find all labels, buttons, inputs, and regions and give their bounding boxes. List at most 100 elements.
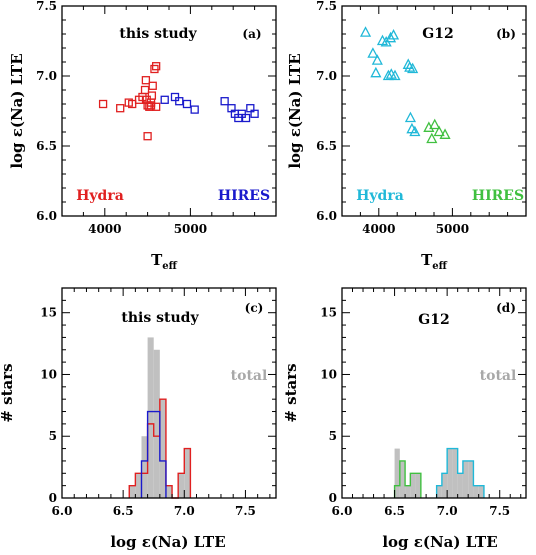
data-point [433, 125, 445, 137]
data-point [143, 132, 152, 141]
hist-bar-total [405, 485, 411, 498]
data-point [382, 69, 394, 81]
data-point [250, 109, 259, 118]
panel-b-xlabel: Teff [421, 251, 448, 272]
panel-b-xlabel-sub: eff [432, 261, 447, 272]
data-point [147, 91, 157, 100]
panel-d-tag: (d) [496, 301, 516, 315]
data-point [371, 54, 383, 65]
panel-b-ticks: 4000 5000 6.0 6.5 7.0 7.5 [316, 0, 527, 236]
x-tick-label: 6.5 [384, 504, 405, 518]
data-point [148, 81, 157, 90]
y-tick-label: 15 [40, 306, 57, 320]
hist-outline-hires [393, 460, 422, 498]
hist-bar-total [441, 473, 448, 498]
panel-c-tag: (c) [245, 301, 264, 315]
y-tick-label: 10 [320, 367, 337, 381]
data-point [170, 92, 180, 102]
data-point [160, 95, 169, 104]
panel-d-total-label: total [480, 368, 517, 384]
panel-c-total-label: total [231, 368, 268, 384]
panel-a-xlabel: Teff [151, 251, 178, 272]
panel-d-marks [393, 447, 485, 498]
y-tick-label: 6.5 [36, 139, 57, 153]
data-point [190, 105, 199, 114]
data-point [220, 97, 229, 106]
hist-bar-total [147, 337, 154, 498]
data-point [426, 132, 438, 144]
data-point [409, 125, 421, 137]
x-tick-label: 7.0 [437, 504, 458, 518]
panel-d-ticks: 6.0 6.5 7.0 7.5 0 5 10 15 [320, 287, 526, 518]
panel-b-hires-label: HIRES [472, 188, 524, 204]
panel-a-hydra-label: Hydra [76, 188, 124, 204]
panel-b-marks [359, 26, 451, 144]
panel-d-frame [341, 287, 527, 499]
y-tick-label: 6.0 [36, 209, 57, 223]
hist-bar-total [415, 473, 421, 498]
y-tick-label: 0 [49, 491, 57, 505]
panel-b-title: G12 [422, 26, 453, 42]
hist-bar-total [436, 485, 442, 498]
y-tick-label: 15 [320, 306, 337, 320]
y-tick-label: 5 [329, 429, 337, 443]
data-point [128, 99, 137, 109]
y-tick-label: 10 [40, 367, 57, 381]
hist-bar-total [457, 473, 463, 498]
data-point [359, 26, 372, 37]
y-tick-label: 7.5 [36, 0, 57, 13]
panel-b: 4000 5000 6.0 6.5 7.0 7.5 G12 (b) Hydra HIRES… [286, 0, 527, 272]
y-tick-label: 7.0 [316, 69, 337, 83]
hist-bar-total [473, 485, 479, 498]
y-tick-label: 7.0 [36, 69, 57, 83]
x-tick-label: 4000 [88, 222, 121, 236]
x-tick-label: 5000 [174, 222, 207, 236]
hist-bar-total [394, 448, 400, 498]
panel-a-ticks: 4000 5000 6.0 6.5 7.0 7.5 [36, 0, 277, 236]
panel-b-ylabel: log ε(Na) LTE [286, 53, 304, 168]
x-tick-label: 6.0 [332, 504, 353, 518]
data-point [439, 128, 451, 139]
data-point [389, 69, 401, 81]
hist-bar-total [410, 473, 416, 498]
panel-c-frame [61, 287, 277, 499]
hist-bar-total [135, 473, 142, 498]
data-point [241, 113, 251, 123]
hist-bar-total [141, 436, 148, 498]
panel-a-hires-label: HIRES [218, 188, 270, 204]
data-point [140, 85, 150, 95]
x-tick-label: 7.5 [489, 504, 510, 518]
panel-a-xlabel-main: T [151, 251, 163, 269]
panel-a-ylabel: log ε(Na) LTE [8, 53, 26, 168]
panel-a-title: this study [119, 26, 197, 42]
y-tick-label: 6.5 [316, 139, 337, 153]
hist-bar-total [447, 448, 453, 498]
data-point [150, 64, 159, 74]
panel-c-marks [128, 337, 192, 499]
x-tick-label: 4000 [362, 222, 395, 236]
y-tick-label: 5 [49, 429, 57, 443]
hist-outline-hydra [435, 447, 485, 498]
hist-outline-hydra [128, 398, 192, 499]
data-point [116, 104, 125, 113]
panel-c-title: this study [121, 310, 199, 326]
x-tick-label: 6.5 [113, 504, 134, 518]
panel-a-tag: (a) [242, 27, 261, 41]
hist-bar-total [178, 473, 185, 498]
panel-c-ticks: 6.0 6.5 7.0 7.5 0 5 10 15 [40, 287, 276, 518]
hist-bar-total [165, 485, 173, 498]
panel-a: 4000 5000 6.0 6.5 7.0 7.5 this study (a) Hydr… [8, 0, 277, 272]
data-point [387, 29, 400, 40]
hist-bar-total [159, 399, 166, 498]
panel-d-ylabel: # stars [282, 363, 300, 422]
data-point [384, 31, 397, 43]
data-point [182, 99, 192, 109]
panel-b-tag: (b) [496, 27, 516, 41]
panel-d-title: G12 [418, 312, 449, 328]
panel-d: 6.0 6.5 7.0 7.5 0 5 10 15 G12 (d) total log ε(N… [282, 287, 527, 551]
data-point [152, 102, 161, 111]
data-point [152, 62, 161, 71]
x-tick-label: 7.0 [174, 504, 195, 518]
